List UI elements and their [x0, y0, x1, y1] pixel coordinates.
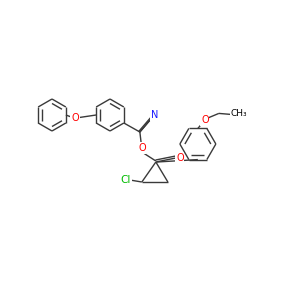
Text: N: N	[151, 110, 158, 120]
Text: Cl: Cl	[121, 175, 131, 185]
Text: O: O	[176, 153, 184, 163]
Text: O: O	[201, 116, 209, 125]
Text: O: O	[138, 143, 146, 153]
Text: O: O	[71, 113, 79, 123]
Text: CH₃: CH₃	[230, 109, 247, 118]
